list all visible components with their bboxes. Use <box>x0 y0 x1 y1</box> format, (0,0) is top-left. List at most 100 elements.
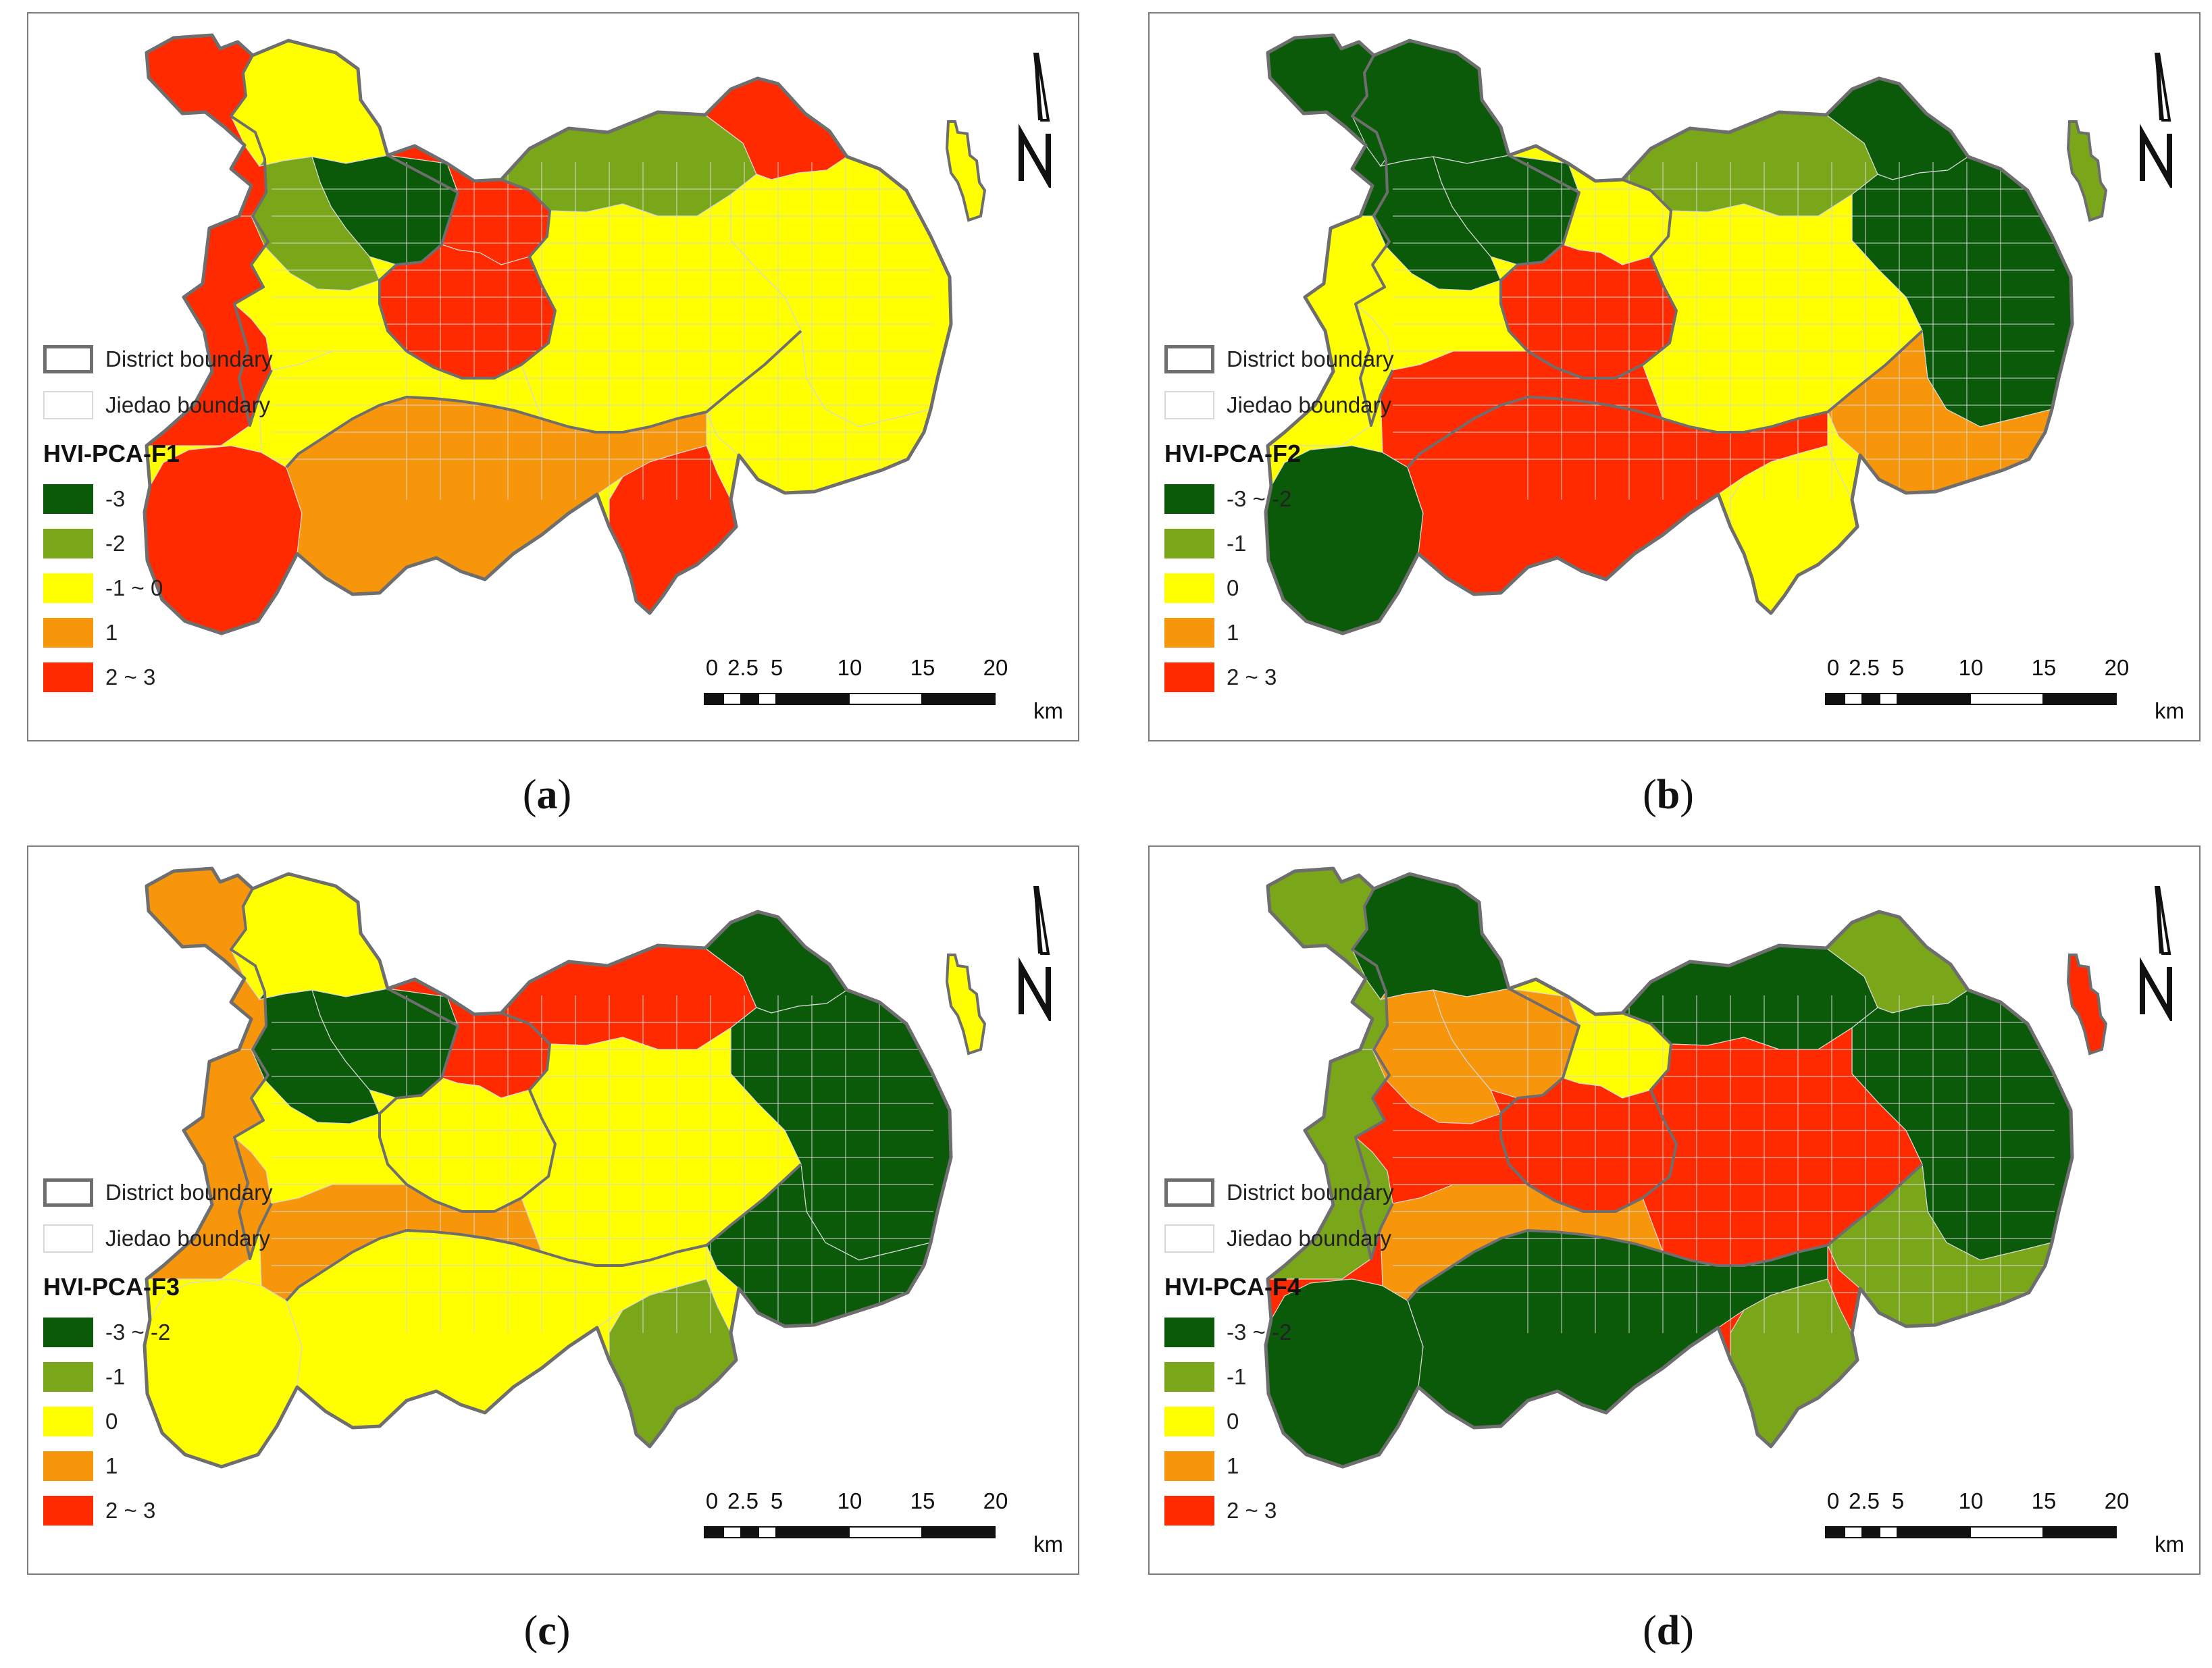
legend-label: District boundary <box>1227 1180 1394 1205</box>
legend-item-jiedao-boundary: Jiedao boundary <box>1164 1216 1475 1261</box>
class-label: 2 ~ 3 <box>105 664 156 689</box>
district-boundary-swatch <box>1164 1178 1214 1207</box>
legend-title: HVI-PCA-F4 <box>1164 1273 1302 1301</box>
scale-segment <box>740 693 759 705</box>
class-label: 2 ~ 3 <box>105 1498 156 1523</box>
class-swatch <box>1164 1407 1214 1436</box>
scale-segment <box>723 1526 742 1538</box>
district-boundary <box>500 1012 530 1025</box>
legend-class: -3 ~ -2 <box>1164 1310 1475 1355</box>
map-panel-a: District boundary Jiedao boundary HVI-PC… <box>27 12 1079 741</box>
map-legend: District boundary Jiedao boundary HVI-PC… <box>1164 336 1475 700</box>
choropleth-map <box>143 33 987 635</box>
scale-segment <box>775 693 850 705</box>
district-boundary <box>378 987 459 1186</box>
scale-segment <box>848 1526 923 1538</box>
scale-segment <box>740 1526 759 1538</box>
scale-tick: 5 <box>1891 655 1905 680</box>
jiedao-boundary-swatch <box>43 391 93 419</box>
class-label: 2 ~ 3 <box>1227 1498 1277 1523</box>
legend-label: District boundary <box>105 1180 273 1205</box>
scale-unit: km <box>1033 1532 1063 1557</box>
district-boundary <box>405 1022 557 1213</box>
legend-class: 1 <box>43 610 354 655</box>
scale-segment <box>704 1526 724 1538</box>
map-panel-b: District boundary Jiedao boundary HVI-PC… <box>1148 12 2201 741</box>
district-boundary <box>405 189 557 380</box>
class-label: 1 <box>1227 1453 1239 1478</box>
legend-label: Jiedao boundary <box>105 1226 271 1251</box>
scale-tick: 10 <box>837 655 863 680</box>
scale-segment <box>1825 1526 1845 1538</box>
inset-district <box>2066 954 2108 1055</box>
scale-tick: 10 <box>1958 1488 1984 1513</box>
map-legend: District boundary Jiedao boundary HVI-PC… <box>43 336 354 700</box>
class-swatch <box>1164 1318 1214 1347</box>
scale-segment <box>1879 1526 1898 1538</box>
scale-tick: 20 <box>983 1488 1008 1513</box>
scale-segment <box>1897 693 1971 705</box>
class-label: 1 <box>105 1453 118 1478</box>
choropleth-map <box>1264 33 2108 635</box>
legend-item-district-boundary: District boundary <box>43 336 354 382</box>
class-swatch <box>43 529 93 558</box>
scale-segment <box>1970 693 2044 705</box>
legend-class: 2 ~ 3 <box>1164 1488 1475 1533</box>
scale-tick: 2.5 <box>1849 655 1880 680</box>
class-swatch <box>43 662 93 692</box>
legend-class: 2 ~ 3 <box>43 655 354 700</box>
scale-segment <box>1879 693 1898 705</box>
caption-letter: b <box>1656 772 1680 818</box>
class-swatch <box>43 1496 93 1526</box>
legend-class: -3 ~ -2 <box>43 1310 354 1355</box>
scale-tick: 15 <box>2031 1488 2057 1513</box>
legend-item-district-boundary: District boundary <box>1164 1170 1475 1216</box>
scale-tick: 0 <box>705 655 719 680</box>
scale-tick: 15 <box>910 1488 935 1513</box>
class-swatch <box>1164 529 1214 558</box>
district-boundary <box>1406 330 1924 469</box>
district-boundary <box>285 1163 802 1302</box>
legend-title: HVI-PCA-F3 <box>43 1273 180 1301</box>
class-swatch <box>1164 1451 1214 1481</box>
inset-district <box>945 954 987 1055</box>
scale-tick: 2.5 <box>727 1488 758 1513</box>
class-label: 1 <box>1227 620 1239 645</box>
jiedao-boundary-swatch <box>43 1224 93 1253</box>
scale-bar: 0 2.5 5 10 15 20 km <box>1825 1488 2199 1563</box>
jiedao-boundary-swatch <box>1164 391 1214 419</box>
map-panel-c: District boundary Jiedao boundary HVI-PC… <box>27 845 1079 1575</box>
district-boundary-swatch <box>1164 345 1214 373</box>
scale-segment <box>1861 693 1880 705</box>
district-boundary <box>1406 1163 1924 1302</box>
district-boundary <box>1526 189 1678 380</box>
legend-class: 0 <box>1164 566 1475 610</box>
legend-item-jiedao-boundary: Jiedao boundary <box>43 382 354 428</box>
class-label: 0 <box>1227 1409 1239 1434</box>
scale-segment <box>848 693 923 705</box>
caption-letter: d <box>1656 1608 1680 1654</box>
class-swatch <box>43 1451 93 1481</box>
legend-class: -2 <box>43 521 354 566</box>
scale-segment <box>1825 693 1845 705</box>
district-boundary <box>1622 178 1651 192</box>
class-label: -3 ~ -2 <box>105 1320 171 1345</box>
legend-class: -1 <box>43 1355 354 1399</box>
scale-segment <box>921 1526 996 1538</box>
scale-tick: 5 <box>1891 1488 1905 1513</box>
legend-class: -3 <box>43 477 354 521</box>
class-label: -3 <box>105 486 126 511</box>
north-arrow-icon <box>1019 53 1051 188</box>
region-layer <box>145 868 951 1467</box>
scale-bar: 0 2.5 5 10 15 20 km <box>704 655 1078 729</box>
class-label: -1 <box>105 1364 126 1389</box>
legend-class: 2 ~ 3 <box>43 1488 354 1533</box>
class-swatch <box>43 1362 93 1392</box>
scale-segment <box>1897 1526 1971 1538</box>
class-swatch <box>1164 662 1214 692</box>
legend-item-district-boundary: District boundary <box>1164 336 1475 382</box>
scale-tick: 5 <box>770 1488 783 1513</box>
scale-segment <box>1970 1526 2044 1538</box>
class-swatch <box>1164 618 1214 648</box>
scale-segment <box>775 1526 850 1538</box>
